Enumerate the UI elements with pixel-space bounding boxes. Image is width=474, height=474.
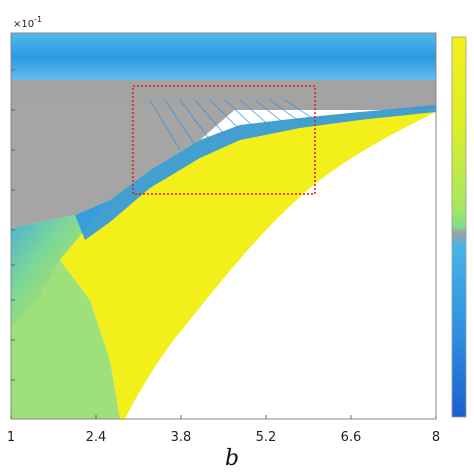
- blue-chaotic-band: [75, 105, 436, 240]
- x-axis-label: b: [225, 446, 239, 471]
- blue-top-band: [11, 33, 436, 83]
- empty-region: [125, 112, 436, 419]
- green-mixed-region: [11, 200, 110, 330]
- x-tick-label-3: 5.2: [256, 430, 277, 445]
- gray-wedge: [11, 105, 240, 228]
- plot-frame: [10, 32, 437, 420]
- x-tick-label-2: 3.8: [171, 430, 192, 445]
- x-tick-label-4: 6.6: [341, 430, 362, 445]
- x-tick-label-1: 2.4: [86, 430, 107, 445]
- x-tick-label-5: 8: [432, 430, 440, 445]
- yellow-periodic-region: [60, 108, 436, 419]
- green-lower-left: [11, 260, 120, 419]
- y-ticks: [11, 69, 15, 381]
- heatmap-layer: [11, 33, 436, 419]
- annotation-box: [132, 85, 316, 195]
- streak-pattern: [149, 99, 316, 151]
- x-tick-label-0: 1: [7, 430, 15, 445]
- colorbar: [451, 36, 467, 418]
- y-scale-factor: ×10-1: [13, 15, 42, 30]
- x-axis: 1 2.4 3.8 5.2 6.6 8: [7, 415, 440, 445]
